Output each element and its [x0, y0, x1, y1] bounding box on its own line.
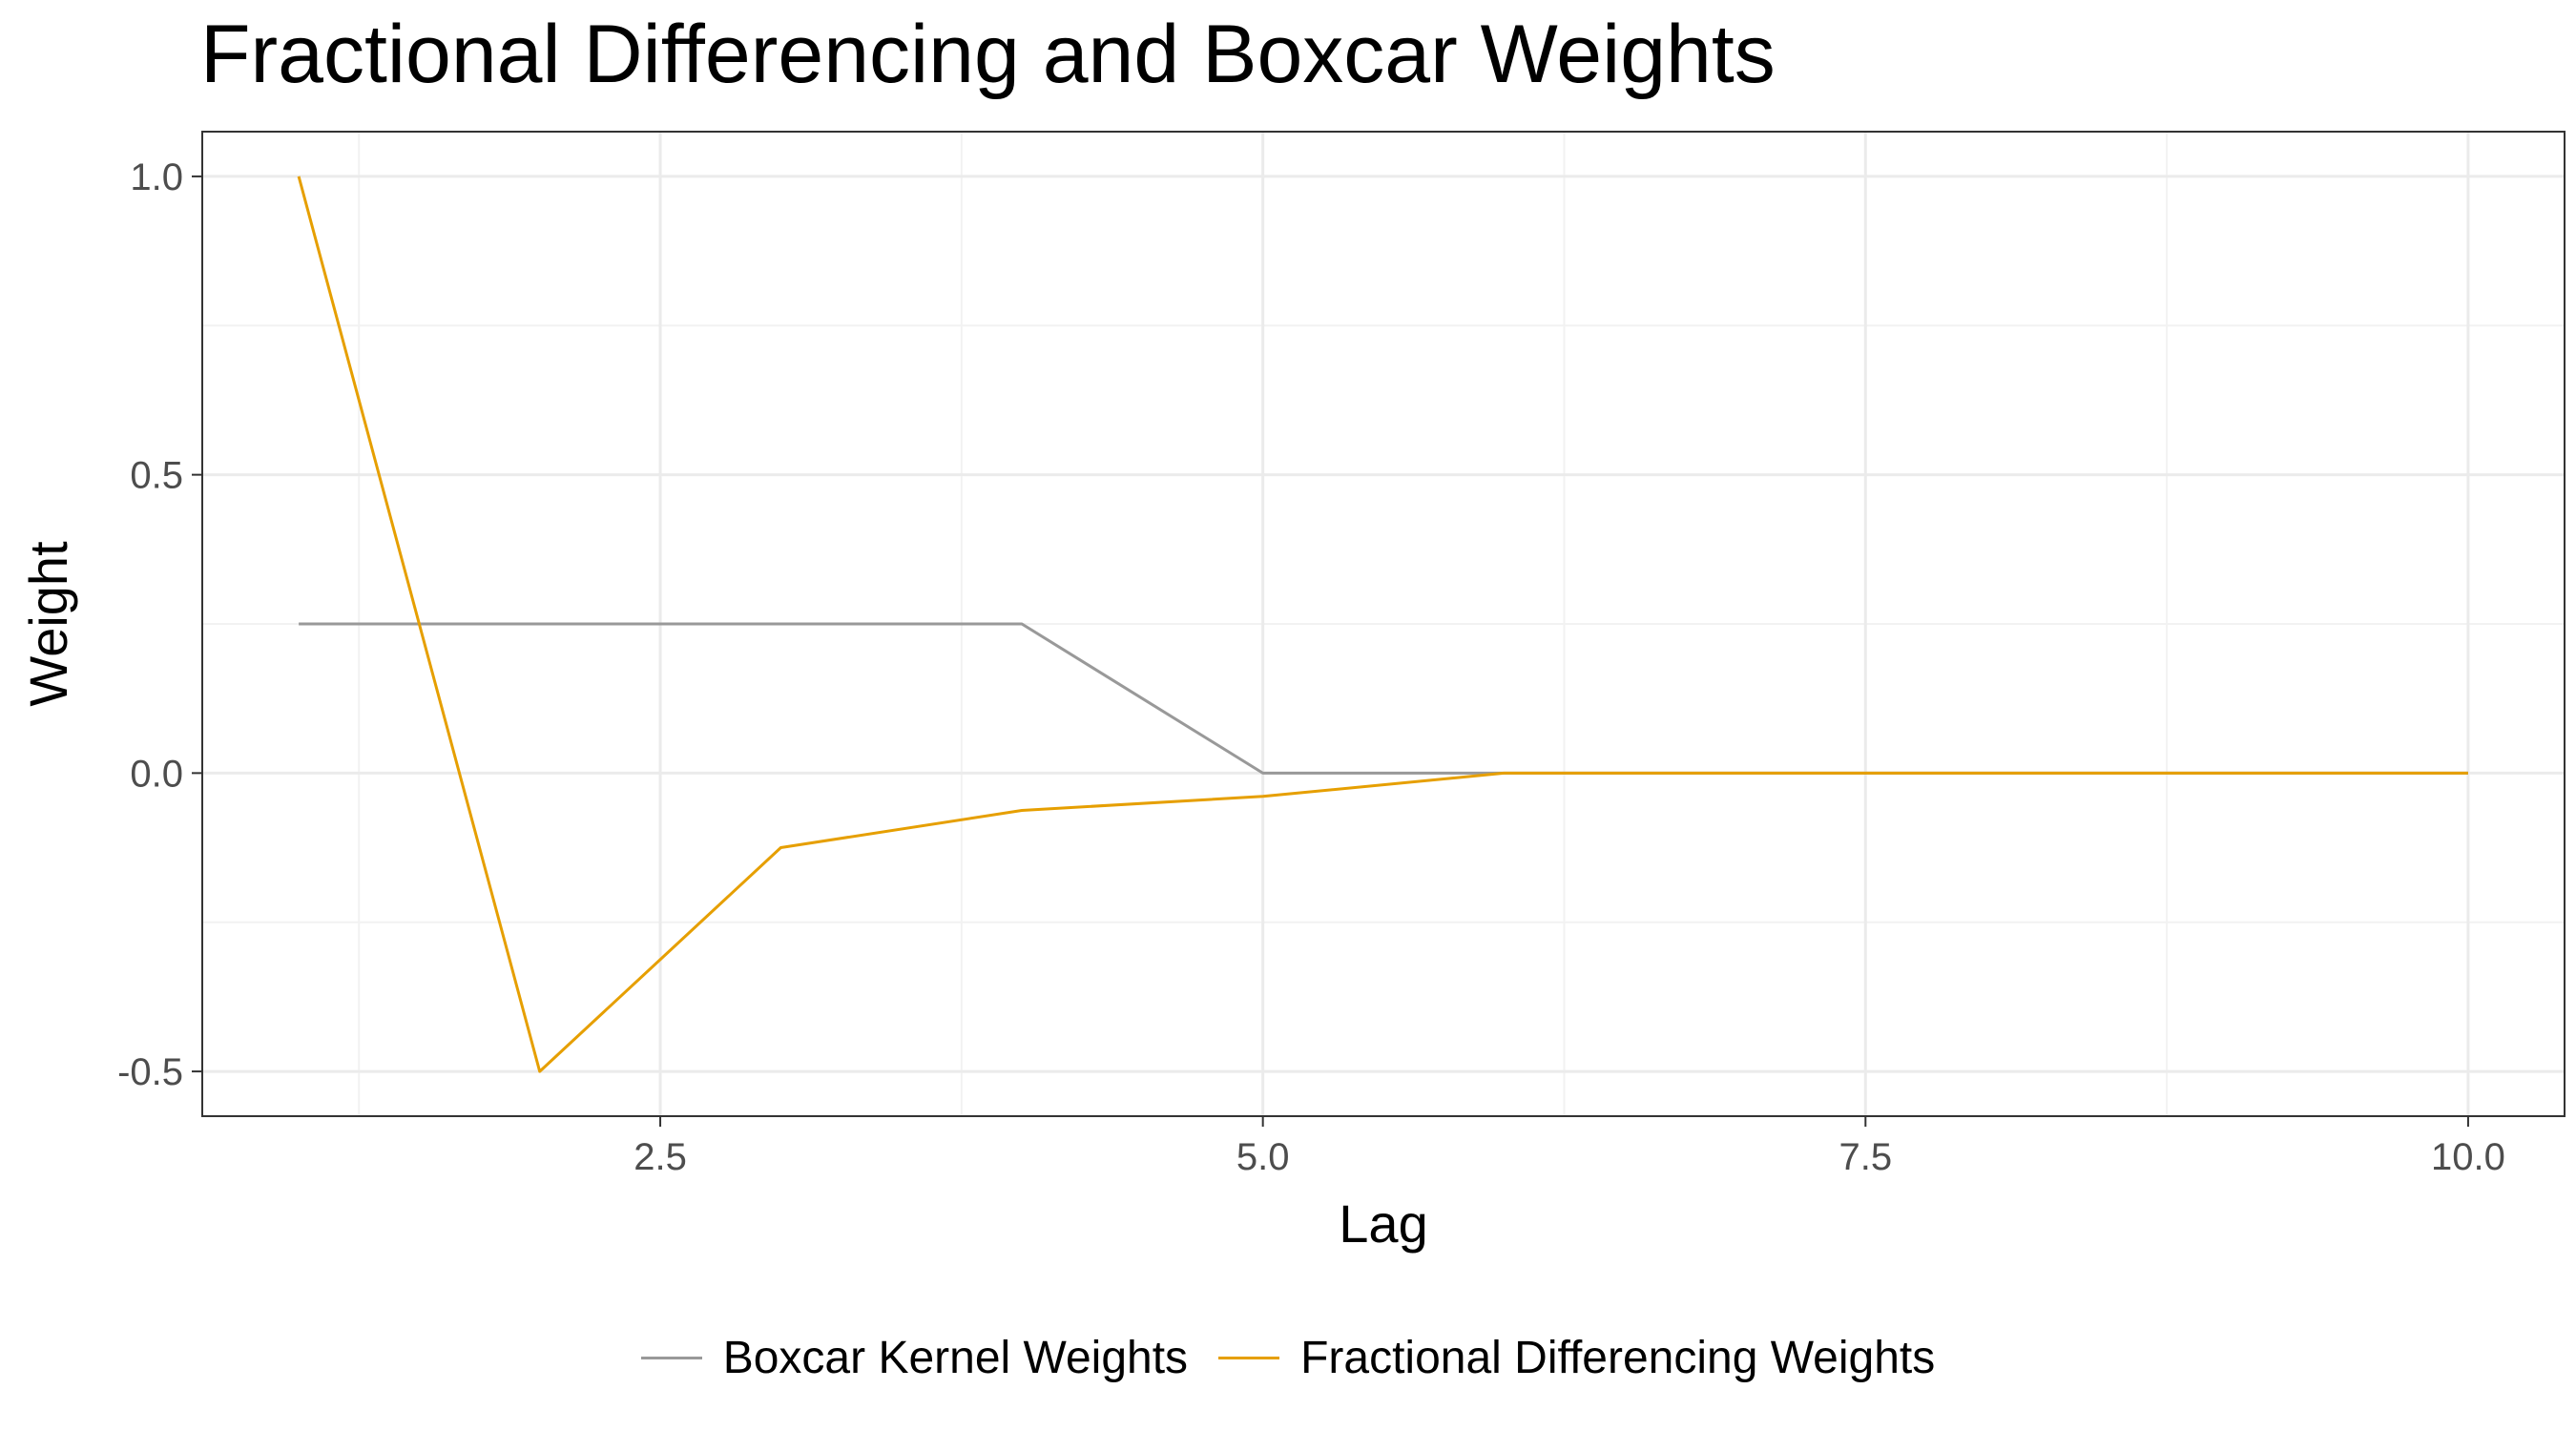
x-tick-label: 5.0	[1236, 1136, 1290, 1178]
major-gridlines	[202, 132, 2565, 1116]
series-line-boxcar	[299, 622, 2468, 775]
y-axis: -0.5 0.0 0.5 1.0	[117, 156, 202, 1093]
series-lines	[297, 176, 2468, 1073]
x-tick-label: 10.0	[2431, 1136, 2505, 1178]
legend-key	[1218, 1356, 1280, 1359]
y-tick-label: 0.5	[130, 455, 183, 497]
plot-panel-border	[201, 131, 2566, 1117]
legend-key	[640, 1356, 702, 1359]
legend: Boxcar Kernel Weights Fractional Differen…	[0, 1324, 2576, 1391]
legend-item: Fractional Differencing Weights	[1218, 1332, 1935, 1384]
x-tick-label: 7.5	[1839, 1136, 1893, 1178]
series-line-fractional	[297, 176, 2468, 1073]
x-axis-title: Lag	[1339, 1193, 1427, 1254]
line-chart: 2.5 5.0 7.5 10.0 -0.5 0.0 0.5 1.0 Lag Weight	[18, 131, 2566, 1254]
legend-item: Boxcar Kernel Weights	[640, 1332, 1189, 1384]
x-tick-label: 2.5	[634, 1136, 687, 1178]
y-tick-label: 1.0	[130, 156, 183, 198]
y-tick-label: 0.0	[130, 753, 183, 795]
y-tick-label: -0.5	[117, 1051, 183, 1093]
chart-title: Fractional Differencing and Boxcar Weigh…	[200, 9, 1776, 100]
y-axis-title: Weight	[18, 541, 78, 707]
x-axis: 2.5 5.0 7.5 10.0	[634, 1116, 2505, 1178]
legend-label: Fractional Differencing Weights	[1300, 1332, 1936, 1383]
legend-label: Boxcar Kernel Weights	[722, 1332, 1189, 1383]
